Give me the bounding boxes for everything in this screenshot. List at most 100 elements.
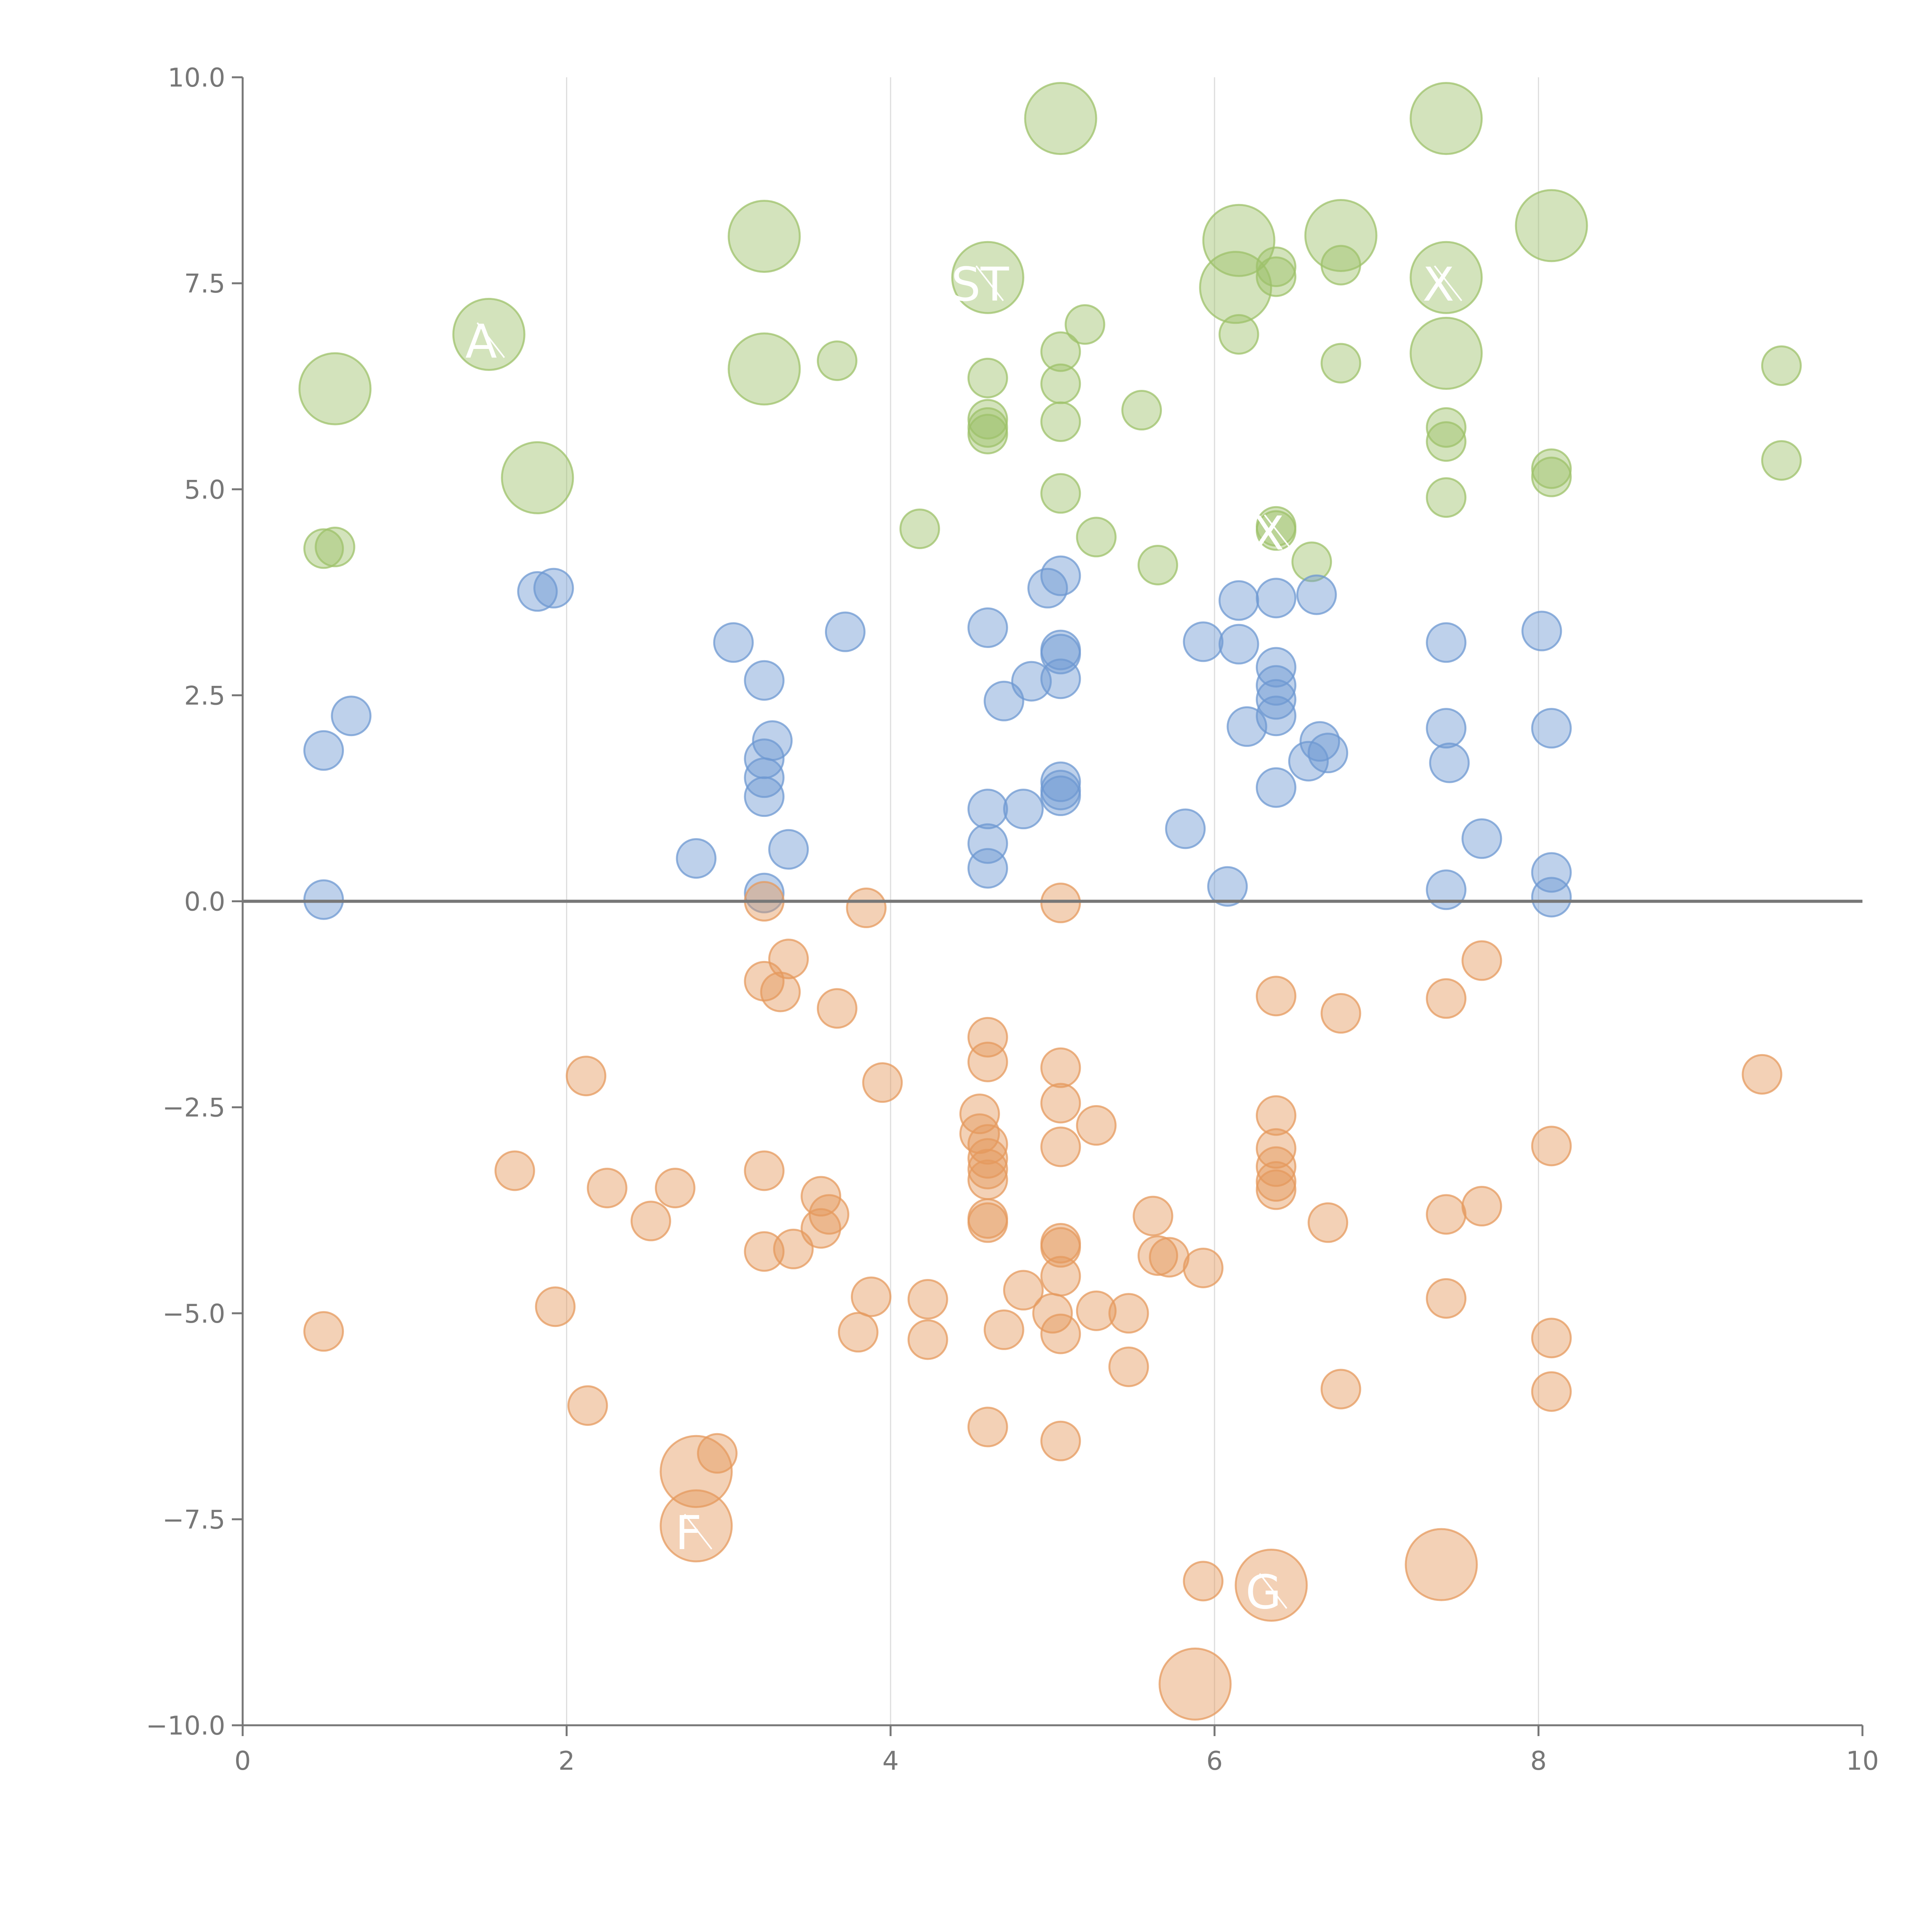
blue-point xyxy=(533,568,574,609)
blue-point xyxy=(1040,761,1081,802)
orange-point xyxy=(1183,1561,1224,1602)
blue-point xyxy=(1255,647,1296,688)
orange-point xyxy=(907,1319,948,1360)
orange-point xyxy=(959,1113,1000,1154)
point-label: F xyxy=(675,1507,702,1560)
orange-point xyxy=(1040,1256,1081,1297)
orange-point xyxy=(1040,1126,1081,1167)
orange-point xyxy=(566,1056,607,1097)
y-tick-label: 7.5 xyxy=(184,269,225,299)
green-point xyxy=(1515,189,1588,262)
blue-point xyxy=(1207,866,1248,907)
orange-point xyxy=(1461,940,1502,981)
orange-point xyxy=(1040,1047,1081,1088)
green-point xyxy=(1761,345,1802,386)
orange-point xyxy=(1531,1318,1572,1359)
green-point xyxy=(1426,421,1467,462)
blue-point xyxy=(713,622,754,663)
green-point xyxy=(1065,304,1105,345)
orange-point xyxy=(630,1201,671,1242)
blue-point xyxy=(1226,706,1267,747)
blue-point xyxy=(1299,721,1340,762)
orange-point xyxy=(1426,978,1467,1019)
blue-point xyxy=(1040,658,1081,699)
point-label: A xyxy=(465,315,497,369)
orange-point xyxy=(1040,1227,1081,1268)
green-point xyxy=(1531,448,1572,489)
blue-point xyxy=(744,660,785,701)
blue-point xyxy=(825,611,866,652)
orange-point xyxy=(1531,1126,1572,1167)
label-leader xyxy=(975,265,1004,301)
orange-point xyxy=(983,1309,1024,1350)
green-point xyxy=(298,352,372,425)
orange-point xyxy=(1405,1528,1478,1601)
label-leader xyxy=(476,322,505,358)
green-point xyxy=(1426,477,1467,518)
orange-point xyxy=(494,1150,535,1191)
green-point xyxy=(1137,544,1178,585)
orange-point xyxy=(846,888,887,929)
orange-point xyxy=(567,1385,608,1426)
blue-point xyxy=(517,571,558,612)
blue-point xyxy=(1531,877,1572,918)
y-tick-label: 5.0 xyxy=(184,474,225,505)
orange-point xyxy=(1133,1196,1173,1236)
x-tick-label: 10 xyxy=(1846,1746,1879,1776)
green-point xyxy=(1040,363,1081,404)
blue-point xyxy=(1218,580,1259,621)
orange-point xyxy=(1255,1146,1296,1187)
orange-point xyxy=(862,1062,903,1103)
green-point xyxy=(1040,331,1081,372)
blue-point xyxy=(1296,574,1337,615)
x-tick-label: 2 xyxy=(558,1746,575,1776)
green-point xyxy=(728,332,801,406)
blue-point xyxy=(1003,789,1044,830)
green-point xyxy=(1291,541,1332,582)
orange-point xyxy=(838,1312,879,1353)
x-tick-label: 0 xyxy=(235,1746,251,1776)
orange-point xyxy=(1255,976,1296,1017)
orange-point xyxy=(1158,1647,1232,1721)
blue-point xyxy=(967,823,1008,864)
blue-point xyxy=(1426,708,1467,749)
orange-point xyxy=(760,971,801,1012)
green-point xyxy=(1410,82,1483,155)
orange-point xyxy=(1149,1237,1190,1278)
blue-point xyxy=(1040,555,1081,596)
y-tick-label: −2.5 xyxy=(162,1093,225,1123)
blue-point xyxy=(1255,665,1296,706)
green-point xyxy=(967,413,1008,454)
orange-point xyxy=(744,1231,785,1272)
orange-point xyxy=(1320,1369,1361,1410)
green-point xyxy=(1024,82,1097,155)
blue-point xyxy=(303,730,344,771)
green-point xyxy=(1255,256,1296,297)
orange-point xyxy=(967,1017,1008,1058)
orange-point xyxy=(967,1138,1008,1179)
green-point xyxy=(1320,245,1361,286)
orange-point xyxy=(816,988,857,1029)
blue-point xyxy=(1218,624,1259,665)
x-tick-label: 6 xyxy=(1206,1746,1223,1776)
orange-point xyxy=(967,1149,1008,1190)
orange-point xyxy=(1255,1161,1296,1202)
green-point xyxy=(1218,314,1259,355)
y-tick-label: 2.5 xyxy=(184,680,225,711)
orange-point xyxy=(744,1150,785,1191)
orange-point xyxy=(1255,1128,1296,1169)
green-point xyxy=(1040,473,1081,514)
green-point xyxy=(728,200,801,273)
green-point xyxy=(816,340,857,381)
blue-point xyxy=(1531,708,1572,749)
orange-point xyxy=(801,1208,842,1249)
blue-point xyxy=(676,838,717,879)
blue-point xyxy=(1255,578,1296,619)
orange-point xyxy=(809,1194,850,1235)
blue-point xyxy=(1461,818,1502,859)
blue-point xyxy=(1183,621,1224,662)
green-point xyxy=(967,399,1008,440)
y-tick-label: −7.5 xyxy=(162,1505,225,1535)
green-point xyxy=(1426,407,1467,448)
